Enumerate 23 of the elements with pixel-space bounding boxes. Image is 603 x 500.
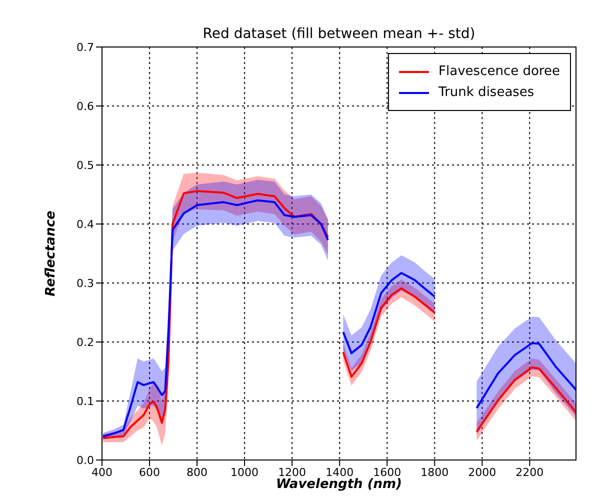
y-tick-label: 0.4 — [76, 218, 94, 231]
legend-label: Flavescence doree — [438, 64, 560, 79]
chart-title: Red dataset (fill between mean +- std) — [202, 26, 476, 42]
x-tick-label: 1600 — [373, 466, 402, 479]
x-tick-label: 2000 — [468, 466, 496, 479]
y-tick-label: 0.3 — [76, 276, 94, 290]
y-tick-label: 0.7 — [76, 40, 94, 54]
x-tick-label: 1400 — [326, 466, 354, 479]
y-tick-label: 0.5 — [76, 158, 94, 172]
x-tick-label: 400 — [92, 466, 112, 479]
y-tick-label: 0.1 — [76, 394, 94, 408]
x-tick-label: 2200 — [516, 466, 544, 479]
x-tick-label: 600 — [139, 466, 160, 479]
y-tick-label: 0.0 — [76, 454, 94, 467]
y-axis-title: Reflectance — [44, 210, 59, 296]
x-axis-title: Wavelength (nm) — [276, 477, 402, 492]
x-tick-label: 1800 — [420, 466, 449, 479]
x-tick-label: 1200 — [278, 466, 306, 479]
legend-label: Trunk diseases — [438, 85, 534, 100]
x-tick-label: 1000 — [230, 466, 259, 479]
y-tick-label: 0.2 — [76, 336, 94, 349]
x-tick-label: 800 — [186, 466, 208, 479]
y-tick-label: 0.6 — [76, 100, 94, 113]
